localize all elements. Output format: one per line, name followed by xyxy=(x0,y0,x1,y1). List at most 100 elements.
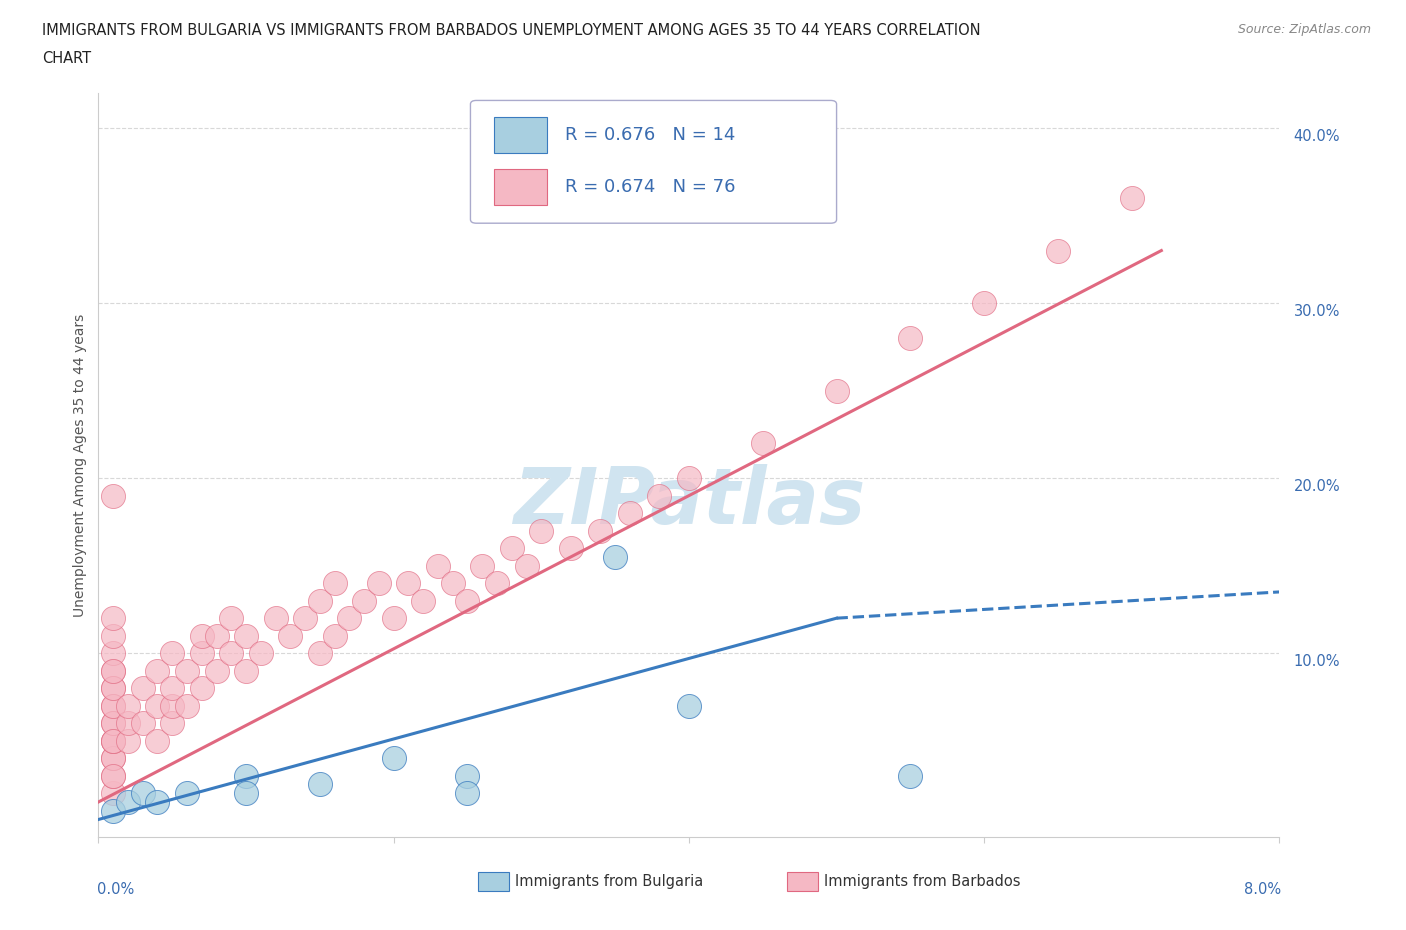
Point xyxy=(162,645,183,660)
Point xyxy=(264,611,287,626)
Point xyxy=(176,663,198,678)
FancyBboxPatch shape xyxy=(471,100,837,223)
Point xyxy=(162,681,183,696)
Point xyxy=(501,540,523,555)
Point xyxy=(103,751,124,765)
Point xyxy=(146,794,169,809)
Point xyxy=(146,733,169,748)
Point xyxy=(132,716,155,731)
Bar xyxy=(494,117,547,153)
Point xyxy=(323,629,346,644)
Point xyxy=(103,733,124,748)
Text: 20.0%: 20.0% xyxy=(1294,479,1340,495)
Point xyxy=(751,435,773,450)
Text: Source: ZipAtlas.com: Source: ZipAtlas.com xyxy=(1237,23,1371,36)
Point xyxy=(456,786,478,801)
Point xyxy=(162,716,183,731)
Point xyxy=(1046,243,1069,258)
Point xyxy=(103,698,124,713)
Point xyxy=(973,296,995,311)
Point xyxy=(103,786,124,801)
Point xyxy=(412,593,434,608)
Point xyxy=(191,645,214,660)
Text: 8.0%: 8.0% xyxy=(1243,882,1281,897)
Point xyxy=(103,733,124,748)
Point xyxy=(103,645,124,660)
Point xyxy=(176,698,198,713)
Point xyxy=(426,558,449,573)
Point xyxy=(103,698,124,713)
Text: 10.0%: 10.0% xyxy=(1294,655,1340,670)
Text: 0.0%: 0.0% xyxy=(97,882,135,897)
Bar xyxy=(494,169,547,205)
Text: Immigrants from Barbados: Immigrants from Barbados xyxy=(824,874,1021,889)
Point xyxy=(103,768,124,783)
Point xyxy=(103,488,124,503)
Point xyxy=(456,768,478,783)
Text: R = 0.674   N = 76: R = 0.674 N = 76 xyxy=(565,179,735,196)
Point xyxy=(146,663,169,678)
Point xyxy=(648,488,671,503)
Point xyxy=(146,698,169,713)
Point xyxy=(235,663,257,678)
Point xyxy=(560,540,582,555)
Point xyxy=(103,681,124,696)
Point xyxy=(619,506,641,521)
Point xyxy=(485,576,508,591)
Point xyxy=(103,716,124,731)
Point xyxy=(103,716,124,731)
Point xyxy=(235,629,257,644)
Y-axis label: Unemployment Among Ages 35 to 44 years: Unemployment Among Ages 35 to 44 years xyxy=(73,313,87,617)
Point xyxy=(441,576,464,591)
Point xyxy=(678,471,700,485)
Point xyxy=(294,611,316,626)
Point xyxy=(132,681,155,696)
Point xyxy=(176,786,198,801)
Point xyxy=(103,768,124,783)
Point xyxy=(382,751,405,765)
Point xyxy=(117,698,139,713)
Point xyxy=(103,804,124,818)
Point xyxy=(219,645,242,660)
Point xyxy=(162,698,183,713)
Text: CHART: CHART xyxy=(42,51,91,66)
Point xyxy=(308,777,332,792)
Point xyxy=(589,524,612,538)
Point xyxy=(515,558,537,573)
Text: 30.0%: 30.0% xyxy=(1294,304,1340,319)
Point xyxy=(103,611,124,626)
Point xyxy=(308,593,332,608)
Point xyxy=(353,593,375,608)
Point xyxy=(103,663,124,678)
Point xyxy=(898,768,921,783)
Point xyxy=(191,681,214,696)
Point xyxy=(898,331,921,346)
Point xyxy=(103,733,124,748)
Point xyxy=(103,751,124,765)
Point xyxy=(1121,191,1143,206)
Point xyxy=(117,794,139,809)
Point xyxy=(205,663,228,678)
Point xyxy=(235,768,257,783)
Point xyxy=(219,611,242,626)
Point xyxy=(323,576,346,591)
Point xyxy=(605,550,627,565)
Text: 40.0%: 40.0% xyxy=(1294,129,1340,144)
Text: IMMIGRANTS FROM BULGARIA VS IMMIGRANTS FROM BARBADOS UNEMPLOYMENT AMONG AGES 35 : IMMIGRANTS FROM BULGARIA VS IMMIGRANTS F… xyxy=(42,23,981,38)
Point xyxy=(396,576,419,591)
Point xyxy=(205,629,228,644)
Point xyxy=(825,383,848,398)
Point xyxy=(235,786,257,801)
Point xyxy=(530,524,553,538)
Point xyxy=(308,645,332,660)
Text: Immigrants from Bulgaria: Immigrants from Bulgaria xyxy=(515,874,703,889)
Point xyxy=(471,558,494,573)
Point xyxy=(278,629,301,644)
Text: R = 0.676   N = 14: R = 0.676 N = 14 xyxy=(565,126,735,144)
Point xyxy=(250,645,273,660)
Point xyxy=(103,681,124,696)
Point xyxy=(678,698,700,713)
Text: ZIPatlas: ZIPatlas xyxy=(513,464,865,540)
Point xyxy=(103,629,124,644)
Point xyxy=(456,593,478,608)
